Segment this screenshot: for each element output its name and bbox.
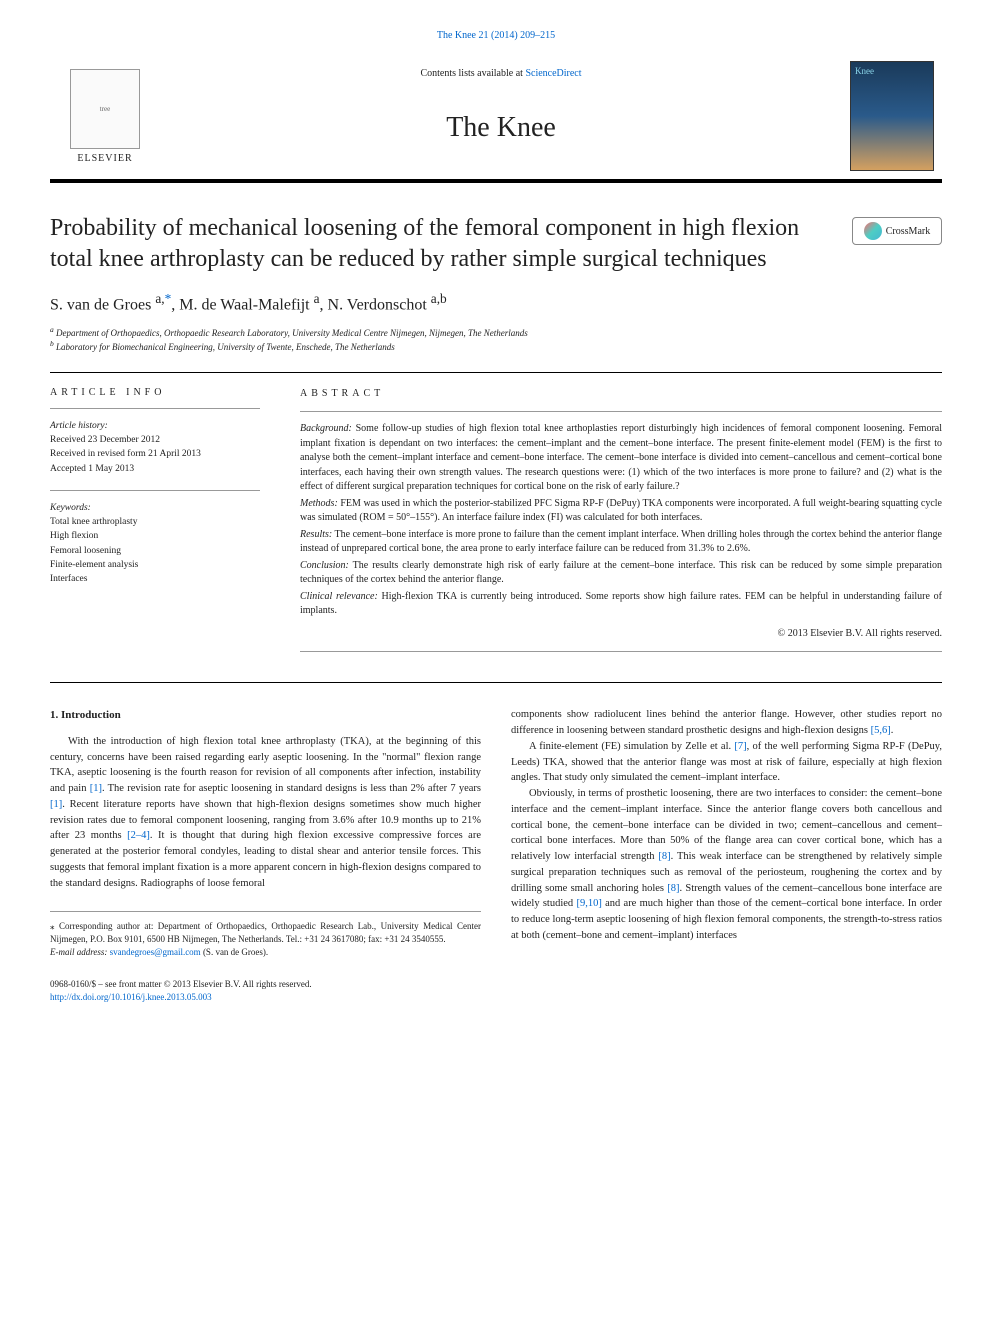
body-text: . bbox=[891, 725, 894, 736]
ref-link[interactable]: [7] bbox=[734, 741, 746, 752]
author-3-aff: a,b bbox=[431, 291, 447, 306]
conclusion-text: The results clearly demonstrate high ris… bbox=[300, 560, 942, 586]
journal-header: tree ELSEVIER Contents lists available a… bbox=[50, 53, 942, 183]
keyword: Total knee arthroplasty bbox=[50, 515, 260, 529]
body-paragraph: A finite-element (FE) simulation by Zell… bbox=[511, 739, 942, 786]
thin-divider bbox=[50, 408, 260, 409]
author-1-aff: a, bbox=[155, 291, 164, 306]
ref-link[interactable]: [5,6] bbox=[871, 725, 891, 736]
author-2: , M. de Waal-Malefijt bbox=[171, 297, 313, 314]
info-abstract-row: ARTICLE INFO Article history: Received 2… bbox=[50, 387, 942, 663]
clinical-label: Clinical relevance: bbox=[300, 591, 378, 602]
intro-paragraph: With the introduction of high flexion to… bbox=[50, 734, 481, 892]
keywords-label: Keywords: bbox=[50, 501, 260, 515]
revised-date: Received in revised form 21 April 2013 bbox=[50, 447, 260, 461]
thin-divider bbox=[300, 651, 942, 652]
email-link[interactable]: svandegroes@gmail.com bbox=[110, 947, 201, 957]
body-paragraph: Obviously, in terms of prosthetic loosen… bbox=[511, 786, 942, 944]
affiliations: a Department of Orthopaedics, Orthopaedi… bbox=[50, 325, 942, 354]
top-citation-link[interactable]: The Knee 21 (2014) 209–215 bbox=[437, 30, 555, 41]
article-title: Probability of mechanical loosening of t… bbox=[50, 213, 942, 275]
author-1: S. van de Groes bbox=[50, 297, 155, 314]
conclusion-label: Conclusion: bbox=[300, 560, 349, 571]
email-label: E-mail address: bbox=[50, 947, 107, 957]
contents-prefix: Contents lists available at bbox=[420, 68, 525, 79]
email-suffix: (S. van de Groes). bbox=[201, 947, 268, 957]
bottom-meta: 0968-0160/$ – see front matter © 2013 El… bbox=[50, 978, 481, 1003]
affiliation-a: Department of Orthopaedics, Orthopaedic … bbox=[56, 328, 528, 338]
sciencedirect-link[interactable]: ScienceDirect bbox=[525, 68, 581, 79]
ref-link[interactable]: [1] bbox=[50, 799, 62, 810]
thin-divider bbox=[50, 490, 260, 491]
methods-label: Methods: bbox=[300, 498, 338, 509]
section-divider bbox=[50, 372, 942, 373]
journal-center: Contents lists available at ScienceDirec… bbox=[160, 53, 842, 179]
article-history: Article history: Received 23 December 20… bbox=[50, 419, 260, 476]
history-label: Article history: bbox=[50, 419, 260, 433]
body-paragraph: components show radiolucent lines behind… bbox=[511, 707, 942, 739]
top-citation: The Knee 21 (2014) 209–215 bbox=[50, 30, 942, 41]
ref-link[interactable]: [2–4] bbox=[127, 830, 150, 841]
crossmark-label: CrossMark bbox=[886, 225, 930, 238]
doi-link[interactable]: http://dx.doi.org/10.1016/j.knee.2013.05… bbox=[50, 992, 212, 1002]
author-3: , N. Verdonschot bbox=[320, 297, 431, 314]
accepted-date: Accepted 1 May 2013 bbox=[50, 462, 260, 476]
journal-name: The Knee bbox=[170, 112, 832, 144]
keyword: Interfaces bbox=[50, 572, 260, 586]
affiliation-b: Laboratory for Biomechanical Engineering… bbox=[56, 342, 395, 352]
methods-text: FEM was used in which the posterior-stab… bbox=[300, 498, 942, 524]
copyright-line: © 2013 Elsevier B.V. All rights reserved… bbox=[300, 627, 942, 642]
keyword: High flexion bbox=[50, 529, 260, 543]
article-info-heading: ARTICLE INFO bbox=[50, 387, 260, 398]
background-text: Some follow-up studies of high flexion t… bbox=[300, 423, 942, 492]
crossmark-badge[interactable]: CrossMark bbox=[852, 217, 942, 245]
keyword: Finite-element analysis bbox=[50, 558, 260, 572]
crossmark-icon bbox=[864, 222, 882, 240]
column-left: 1. Introduction With the introduction of… bbox=[50, 707, 481, 1003]
thin-divider bbox=[300, 411, 942, 412]
background-label: Background: bbox=[300, 423, 352, 434]
keywords-block: Keywords: Total knee arthroplasty High f… bbox=[50, 501, 260, 587]
corr-text: Corresponding author at: Department of O… bbox=[50, 921, 481, 944]
abstract: ABSTRACT Background: Some follow-up stud… bbox=[300, 387, 942, 663]
elsevier-tree-icon: tree bbox=[70, 69, 140, 149]
ref-link[interactable]: [9,10] bbox=[576, 898, 601, 909]
body-text: . The revision rate for aseptic loosenin… bbox=[102, 783, 481, 794]
intro-heading: 1. Introduction bbox=[50, 707, 481, 724]
ref-link[interactable]: [8] bbox=[658, 851, 670, 862]
results-label: Results: bbox=[300, 529, 332, 540]
article-info: ARTICLE INFO Article history: Received 2… bbox=[50, 387, 260, 663]
results-text: The cement–bone interface is more prone … bbox=[300, 529, 942, 555]
column-right: components show radiolucent lines behind… bbox=[511, 707, 942, 1003]
keyword: Femoral loosening bbox=[50, 544, 260, 558]
publisher-logo: tree ELSEVIER bbox=[50, 53, 160, 179]
received-date: Received 23 December 2012 bbox=[50, 433, 260, 447]
ref-link[interactable]: [1] bbox=[90, 783, 102, 794]
body-text: A finite-element (FE) simulation by Zell… bbox=[529, 741, 734, 752]
body-columns: 1. Introduction With the introduction of… bbox=[50, 707, 942, 1003]
journal-cover-icon: Knee bbox=[850, 61, 934, 171]
publisher-name: ELSEVIER bbox=[77, 153, 132, 164]
issn-line: 0968-0160/$ – see front matter © 2013 El… bbox=[50, 978, 481, 991]
footnotes: ⁎ Corresponding author at: Department of… bbox=[50, 911, 481, 958]
contents-line: Contents lists available at ScienceDirec… bbox=[170, 68, 832, 79]
journal-cover: Knee bbox=[842, 53, 942, 179]
title-text: Probability of mechanical loosening of t… bbox=[50, 215, 799, 272]
ref-link[interactable]: [8] bbox=[667, 883, 679, 894]
abstract-heading: ABSTRACT bbox=[300, 387, 942, 402]
section-divider bbox=[50, 682, 942, 683]
authors-line: S. van de Groes a,*, M. de Waal-Malefijt… bbox=[50, 291, 942, 314]
clinical-text: High-flexion TKA is currently being intr… bbox=[300, 591, 942, 617]
